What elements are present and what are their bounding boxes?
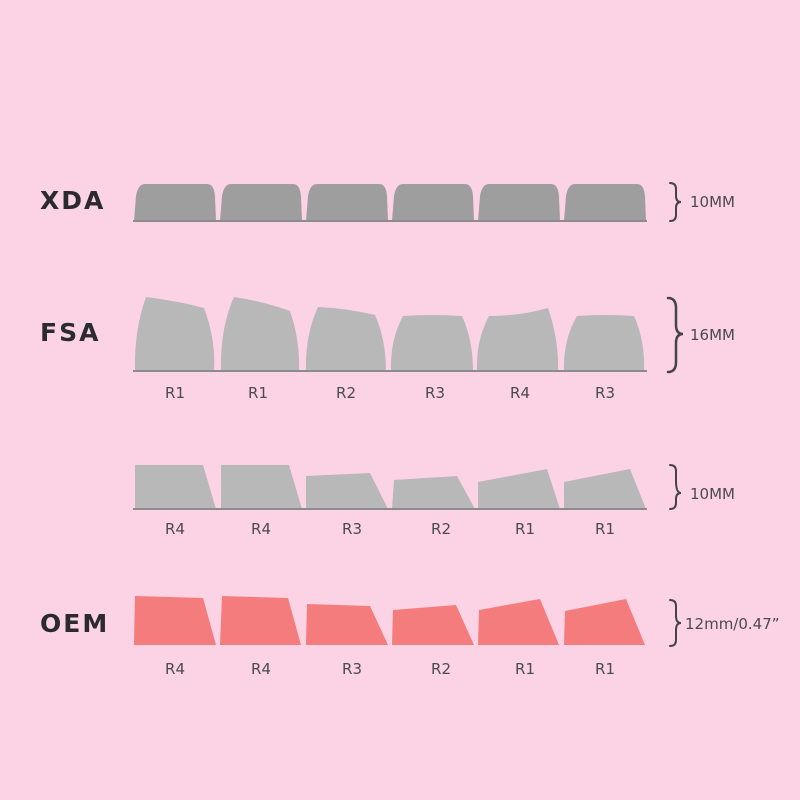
xda-key-4 [392,184,474,221]
fsa-row-label: R1 [248,384,268,402]
oem-height-label: 12mm/0.47” [685,615,780,633]
third-key-3 [306,473,388,509]
third-row-label: R4 [165,520,185,538]
fsa-row-label: R2 [336,384,356,402]
third-row-label: R1 [515,520,535,538]
fsa-key-4 [390,315,473,371]
third-row-label: R2 [431,520,451,538]
oem-row-label: R4 [165,660,185,678]
xda-key-1 [134,184,216,221]
fsa-height-bracket [666,296,684,374]
fsa-keys [134,297,645,371]
fsa-row-label: R3 [595,384,615,402]
third-height-bracket [669,464,682,510]
oem-key-3 [306,604,388,645]
xda-key-3 [306,184,388,221]
xda-height-label: 10MM [690,193,735,211]
third-key-2 [221,465,302,509]
oem-keys [134,596,645,645]
third-key-6 [564,469,646,509]
oem-height-bracket [669,599,682,647]
third-row-label: R4 [251,520,271,538]
oem-row-label: R3 [342,660,362,678]
xda-keys [134,184,646,221]
oem-key-5 [478,599,559,645]
oem-key-1 [134,596,216,645]
profile-name-oem: OEM [40,609,110,638]
profile-name-xda: XDA [40,186,106,215]
third-key-1 [135,465,216,509]
third-height-label: 10MM [690,485,735,503]
fsa-key-1 [134,297,215,371]
oem-key-2 [220,596,301,645]
fsa-key-5 [476,308,559,371]
oem-row-label: R1 [595,660,615,678]
third-row-label: R1 [595,520,615,538]
third-row-label: R3 [342,520,362,538]
xda-key-6 [564,184,646,221]
fsa-key-6 [563,315,645,371]
third-key-4 [392,476,475,509]
fsa-row-label: R4 [510,384,530,402]
oem-key-6 [564,599,645,645]
third-profile-keys [135,465,646,509]
xda-height-bracket [669,182,682,222]
xda-key-5 [478,184,560,221]
fsa-key-2 [220,297,300,371]
third-key-5 [478,469,560,509]
profile-name-fsa: FSA [40,318,101,347]
fsa-row-label: R3 [425,384,445,402]
xda-key-2 [220,184,302,221]
oem-row-label: R4 [251,660,271,678]
fsa-height-label: 16MM [690,326,735,344]
fsa-key-3 [305,307,386,371]
oem-key-4 [392,605,474,645]
oem-row-label: R1 [515,660,535,678]
oem-row-label: R2 [431,660,451,678]
fsa-row-label: R1 [165,384,185,402]
